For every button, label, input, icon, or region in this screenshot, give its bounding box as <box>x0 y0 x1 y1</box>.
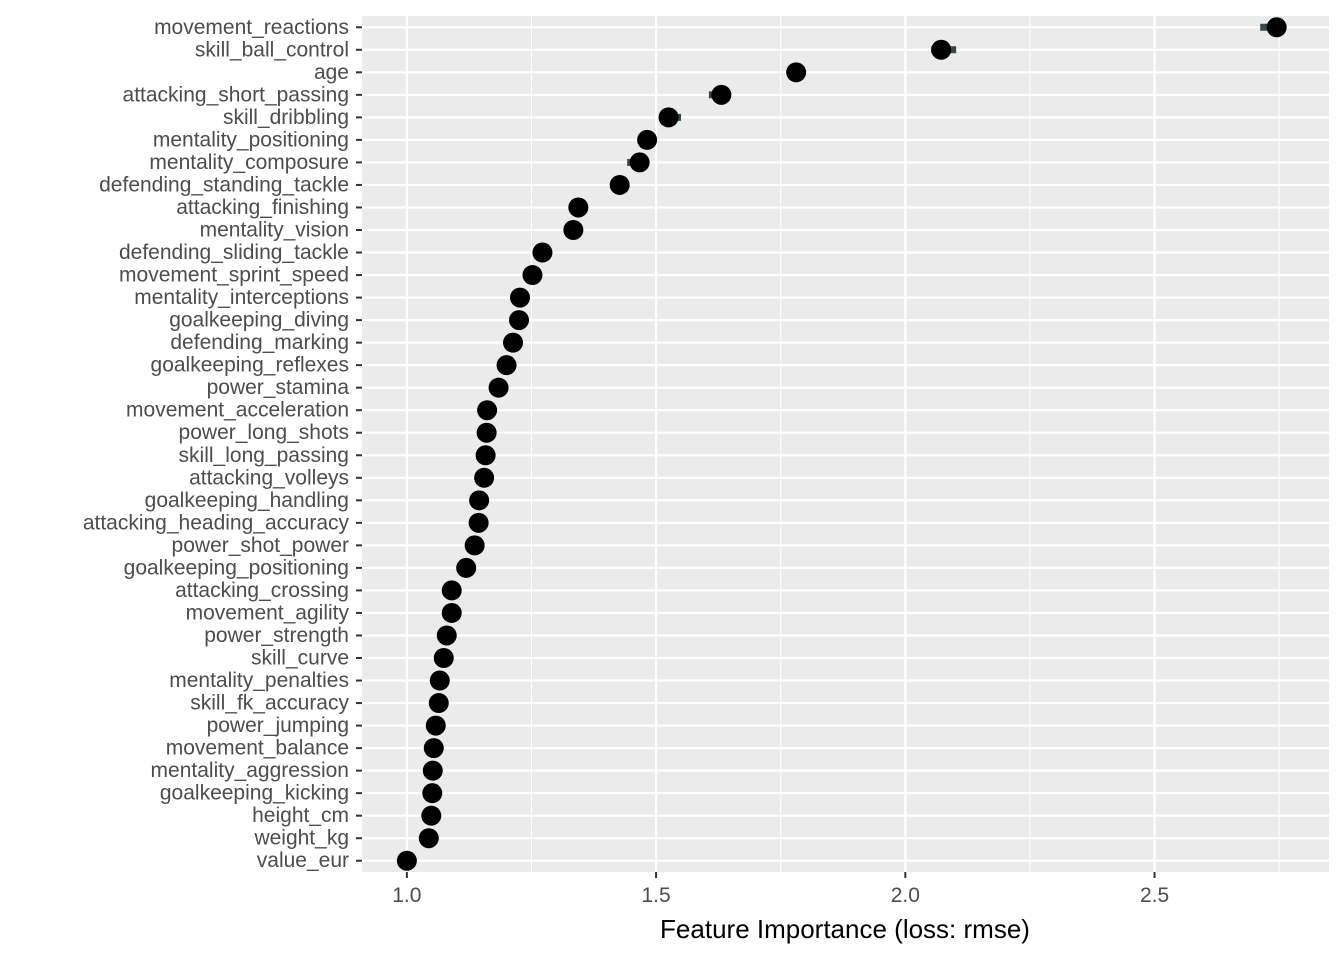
data-point <box>522 265 543 286</box>
x-tick-label: 1.0 <box>392 884 421 907</box>
y-tick-label: attacking_volleys <box>189 466 349 489</box>
y-tick-label: power_long_shots <box>179 421 349 444</box>
x-tick-label: 1.5 <box>641 884 670 907</box>
y-tick-label: goalkeeping_diving <box>169 309 349 332</box>
y-tick-label: power_jumping <box>207 714 349 737</box>
y-tick-label: mentality_penalties <box>169 669 349 692</box>
y-tick-label: skill_long_passing <box>179 444 349 467</box>
data-point <box>468 512 489 533</box>
data-point <box>464 535 485 556</box>
data-point <box>441 580 462 601</box>
x-tick-label: 2.5 <box>1140 884 1169 907</box>
y-tick-label: attacking_finishing <box>176 196 349 219</box>
y-axis: movement_reactionsskill_ball_controlagea… <box>83 16 362 872</box>
y-tick-label: mentality_vision <box>200 219 349 242</box>
data-points <box>396 17 1287 871</box>
data-point <box>441 602 462 623</box>
y-tick-label: defending_sliding_tackle <box>119 241 349 264</box>
data-point <box>422 783 443 804</box>
panel-background <box>362 16 1329 872</box>
grid-lines <box>362 16 1329 872</box>
data-point <box>456 557 477 578</box>
y-tick-label: skill_dribbling <box>223 106 349 129</box>
y-tick-label: power_shot_power <box>172 534 349 557</box>
data-point <box>429 670 450 691</box>
data-point <box>425 715 446 736</box>
y-tick-label: attacking_short_passing <box>123 83 349 106</box>
data-point <box>510 287 531 308</box>
data-point <box>629 152 650 173</box>
data-point <box>477 400 498 421</box>
y-tick-label: movement_balance <box>166 737 349 760</box>
data-point <box>418 828 439 849</box>
data-point <box>563 220 584 240</box>
y-tick-label: mentality_aggression <box>151 759 349 782</box>
data-point <box>475 445 496 466</box>
y-tick-label: skill_ball_control <box>195 38 349 61</box>
data-point <box>568 197 589 218</box>
data-point <box>637 129 658 150</box>
data-point <box>421 805 442 826</box>
data-point <box>433 648 454 668</box>
data-point <box>474 467 495 488</box>
y-tick-label: defending_standing_tackle <box>99 173 349 196</box>
x-axis: 1.0 1.5 2.0 2.5 <box>392 872 1169 907</box>
y-tick-label: skill_curve <box>251 647 349 670</box>
data-point <box>786 62 807 83</box>
y-tick-label: goalkeeping_kicking <box>160 782 349 805</box>
y-tick-label: value_eur <box>257 849 349 872</box>
y-tick-label: mentality_composure <box>149 151 349 174</box>
y-tick-label: age <box>314 61 349 84</box>
data-point <box>469 490 490 511</box>
data-point <box>1266 17 1287 38</box>
data-point <box>503 332 524 353</box>
x-tick-label: 2.0 <box>891 884 920 907</box>
y-tick-label: attacking_crossing <box>175 579 349 602</box>
y-tick-label: movement_sprint_speed <box>119 264 349 287</box>
data-point <box>476 422 497 443</box>
y-tick-label: mentality_interceptions <box>134 286 349 309</box>
data-point <box>428 693 449 714</box>
data-point <box>931 39 952 60</box>
plot-panel <box>362 16 1329 872</box>
y-tick-label: movement_agility <box>186 601 350 624</box>
data-point <box>396 850 417 871</box>
y-tick-label: attacking_heading_accuracy <box>83 511 350 534</box>
y-tick-label: goalkeeping_reflexes <box>151 354 349 377</box>
data-point <box>658 107 679 128</box>
y-tick-label: skill_fk_accuracy <box>190 692 349 715</box>
y-tick-label: movement_reactions <box>154 16 349 39</box>
data-point <box>436 625 457 646</box>
data-point <box>488 377 509 398</box>
y-tick-label: power_strength <box>204 624 349 647</box>
data-point <box>609 174 630 195</box>
y-tick-label: movement_acceleration <box>126 399 349 422</box>
y-tick-label: mentality_positioning <box>153 128 349 151</box>
y-tick-label: goalkeeping_handling <box>145 489 349 512</box>
data-point <box>496 355 517 376</box>
x-axis-title: Feature Importance (loss: rmse) <box>660 914 1030 944</box>
data-point <box>423 738 444 759</box>
y-tick-label: weight_kg <box>253 827 349 850</box>
y-tick-label: defending_marking <box>170 331 349 354</box>
data-point <box>711 84 732 105</box>
y-tick-label: power_stamina <box>207 376 350 399</box>
data-point <box>422 760 443 781</box>
y-tick-label: goalkeeping_positioning <box>124 556 349 579</box>
y-tick-label: height_cm <box>252 804 349 827</box>
data-point <box>509 310 530 331</box>
data-point <box>532 242 553 263</box>
